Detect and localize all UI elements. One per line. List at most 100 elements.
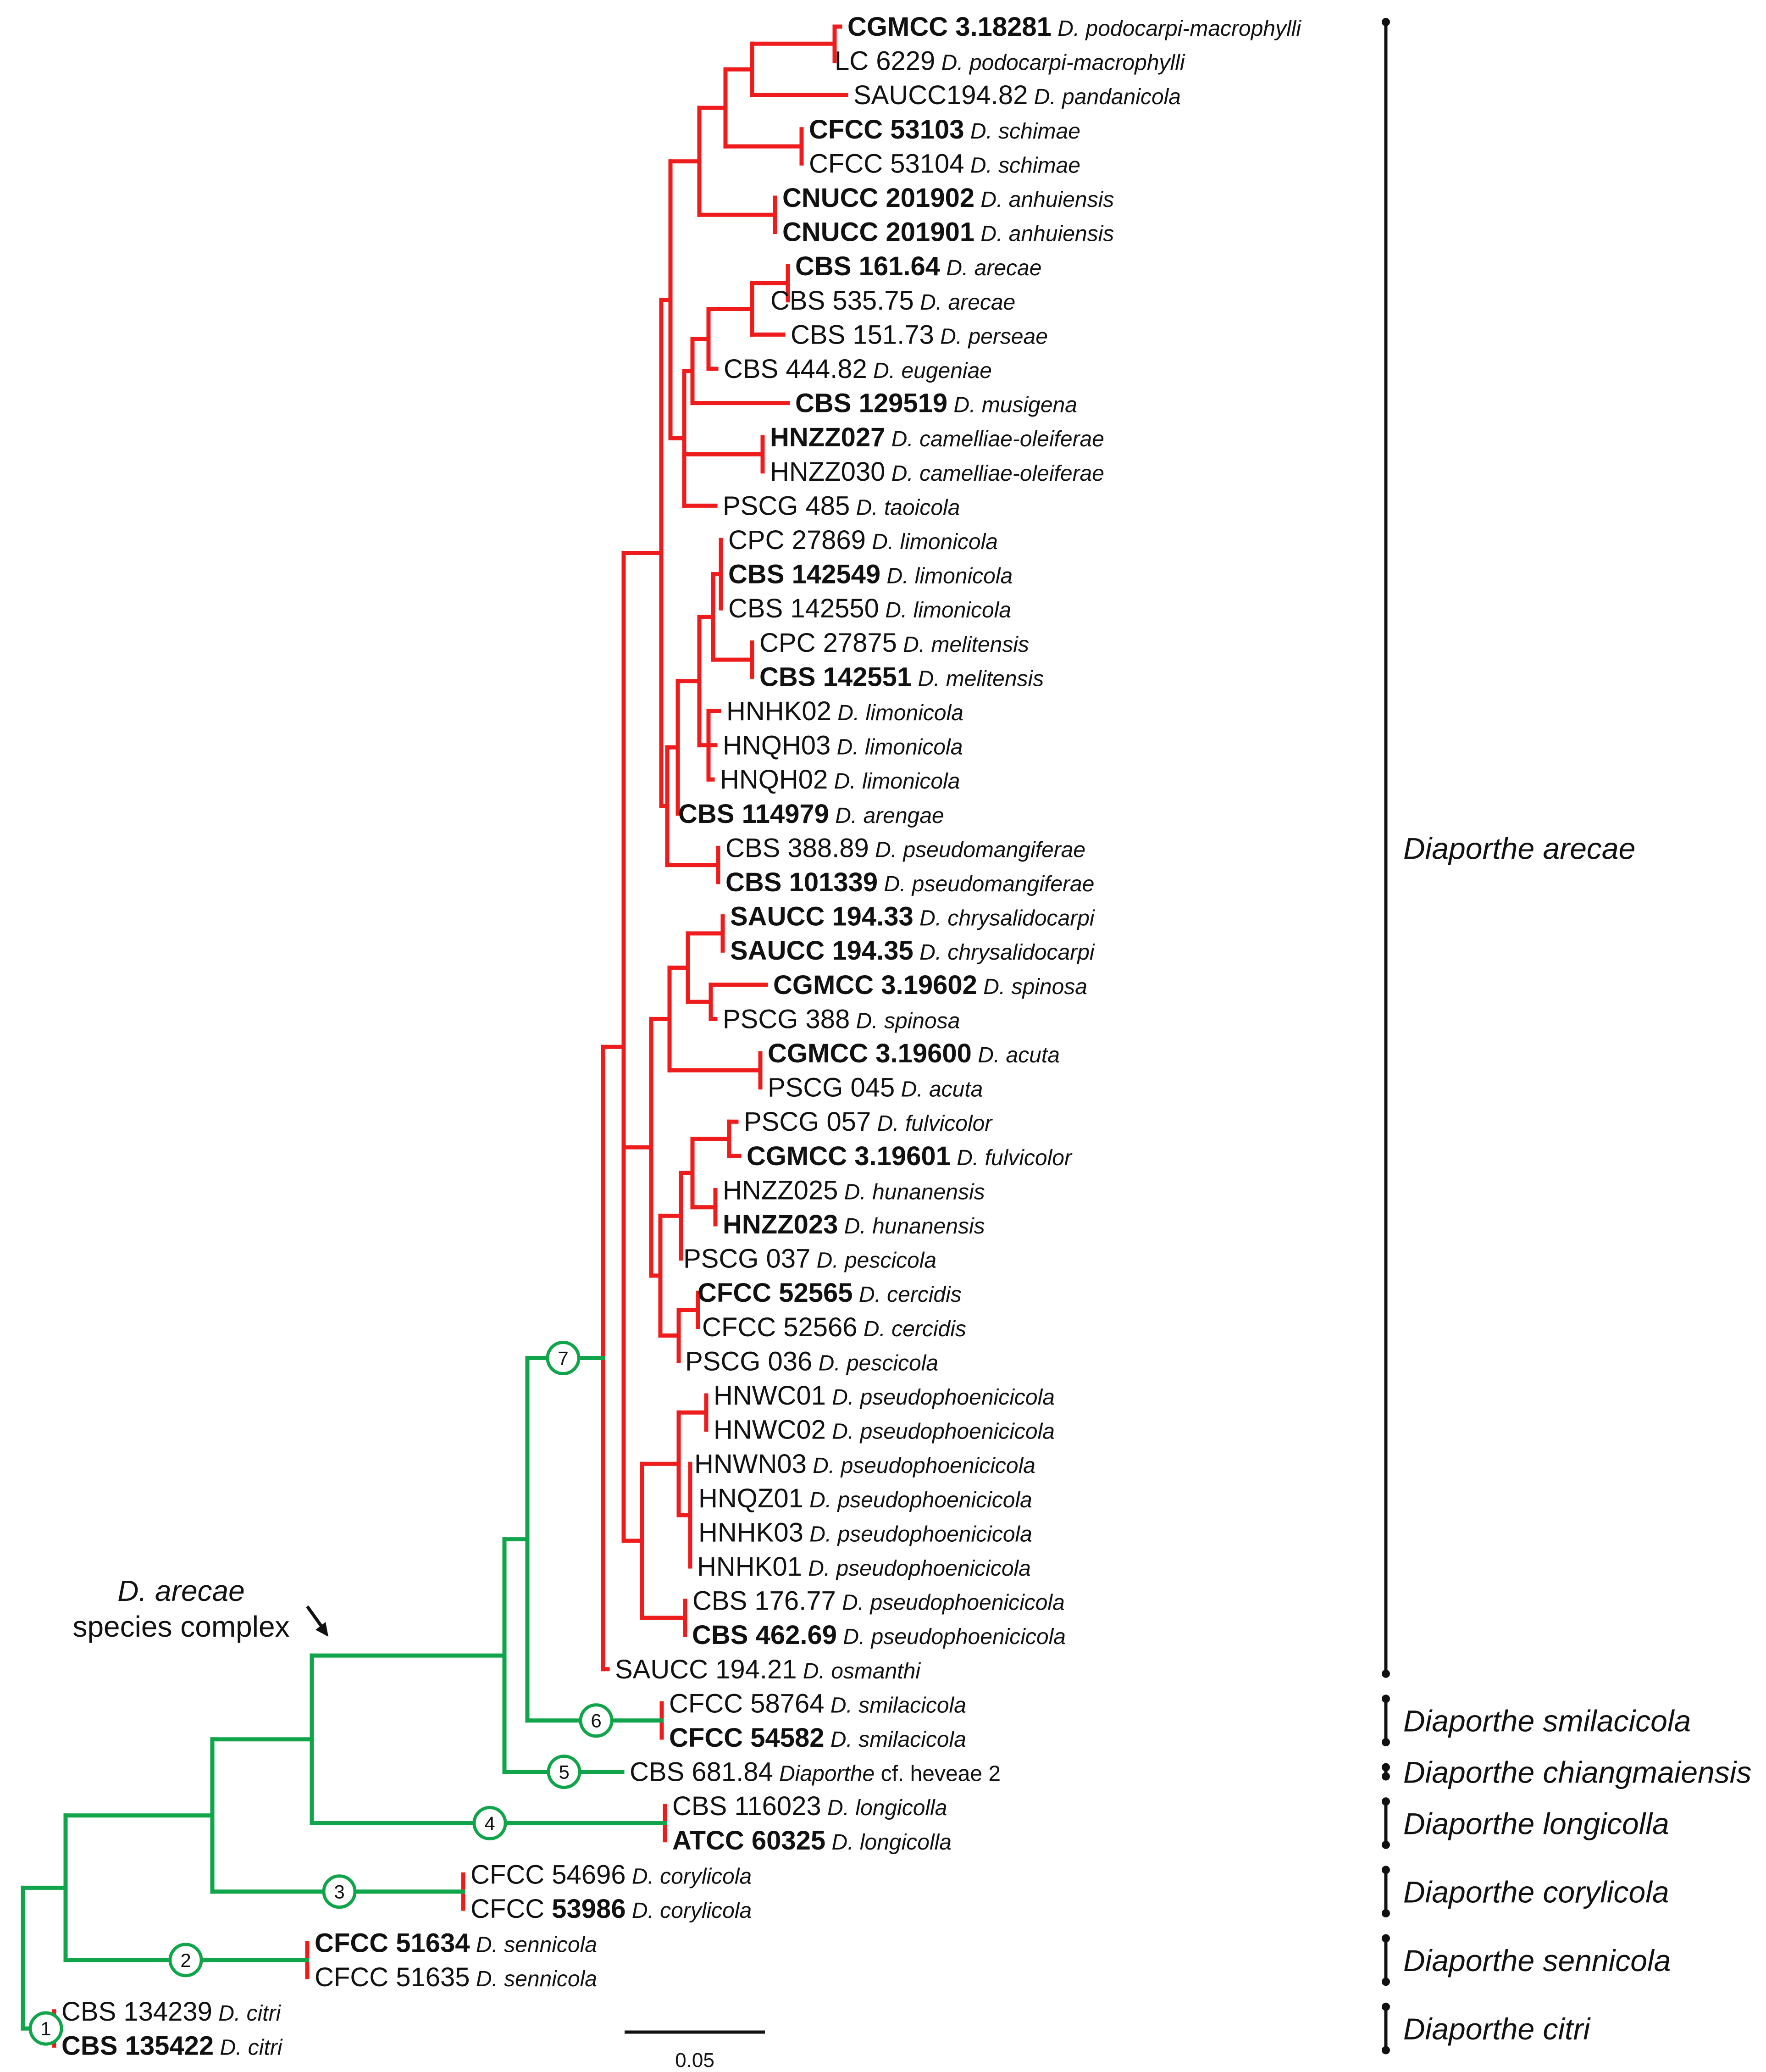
strain-code: CFCC 52565 [698,1278,853,1308]
species-name: D. osmanthi [797,1659,921,1683]
tip-label: CGMCC 3.19601 D. fulvicolor [747,1141,1073,1171]
strain-code: CPC 27869 [728,525,866,555]
tip-label: LC 6229 D. podocarpi-macrophylli [835,46,1185,76]
species-name: D. pseudomangiferae [878,872,1094,896]
tip-label: CBS 135422 D. citri [61,2031,283,2061]
species-name: D. pseudomangiferae [869,838,1085,862]
strain-code: CGMCC 3.18281 [847,12,1052,42]
tip-label: PSCG 037 D. pescicola [683,1244,936,1274]
arrow-head-icon [316,1622,328,1637]
tip-label: SAUCC 194.21 D. osmanthi [615,1655,921,1684]
node-number-2: 2 [180,1950,191,1971]
tip-label: CBS 142551 D. melitensis [759,662,1044,692]
species-name: D. pseudophoenicicola [803,1522,1032,1546]
species-name: D. melitensis [912,667,1044,691]
tip-label: CFCC 54696 D. corylicola [471,1860,752,1889]
tip-label: ATCC 60325 D. longicolla [672,1826,952,1855]
tip-label: CFCC 52566 D. cercidis [702,1312,966,1342]
strain-code: CBS 388.89 [725,833,869,863]
species-name: D. pseudophoenicicola [803,1488,1032,1512]
tip-label: CBS 176.77 D. pseudophoenicicola [692,1586,1065,1616]
node-circle-3 [322,1874,357,1909]
species-name: D. corylicola [626,1864,752,1889]
species-name: D. limonicola [831,701,963,725]
node-number-7: 7 [558,1348,568,1369]
tip-label: CBS 681.84 Diaporthe cf. heveae 2 [630,1757,1001,1787]
strain-code: PSCG 036 [685,1346,812,1376]
bracket-end-dot [1382,1866,1390,1874]
strain-code: CFCC 51634 [315,1928,470,1958]
tip-label: CBS 535.75 D. arecae [770,286,1015,316]
species-name: D. camelliae-oleiferae [885,461,1104,486]
species-name: D. cercidis [857,1317,966,1341]
species-name: D. schimae [964,153,1080,178]
species-name: D. camelliae-oleiferae [885,427,1104,451]
strain-code: CBS 151.73 [791,320,934,350]
species-name: D. acuta [895,1078,983,1102]
tip-label: PSCG 036 D. pescicola [685,1346,938,1376]
tip-label: CNUCC 201901 D. anhuiensis [782,217,1114,247]
species-name: D. pseudophoenicicola [826,1385,1055,1410]
tip-label: HNWN03 D. pseudophoenicicola [694,1449,1035,1479]
bracket-end-dot [1382,1738,1390,1746]
species-name: D. chrysalidocarpi [913,940,1095,965]
tip-label: SAUCC194.82 D. pandanicola [853,80,1181,110]
species-name: D. longicolla [825,1830,952,1855]
species-name: D. hunanensis [838,1180,985,1204]
tip-label: CFCC 53104 D. schimae [809,149,1080,178]
strain-code: HNWN03 [694,1449,807,1479]
species-name: D. eugeniae [867,359,992,383]
species-name: D. fulvicolor [871,1111,993,1136]
species-name: D. podocarpi-macrophylli [935,51,1185,75]
clade-label: Diaporthe citri [1403,2012,1591,2046]
tip-label: SAUCC 194.33 D. chrysalidocarpi [730,902,1095,932]
strain-code: CFCC 53103 [809,115,964,144]
tip-label: PSCG 045 D. acuta [768,1073,983,1103]
strain-code: CFCC 51635 [315,1962,470,1992]
clade-label: Diaporthe chiangmaiensis [1403,1755,1751,1789]
clade-label: Diaporthe smilacicola [1403,1704,1691,1738]
tip-label: CBS 142549 D. limonicola [728,560,1013,589]
tip-label: HNQH02 D. limonicola [720,765,960,794]
strain-code: CBS 535.75 [770,286,914,316]
species-name: D. arecae [914,290,1015,315]
node-number-1: 1 [40,2018,51,2039]
species-name: D. corylicola [626,1899,752,1923]
tip-label: CBS 151.73 D. perseae [791,320,1048,350]
species-name: D. arengae [829,804,944,828]
species-name: D. pseudophoenicicola [802,1556,1031,1581]
strain-code-bold: 53986 [544,1894,626,1924]
species-name: D. spinosa [850,1009,960,1033]
strain-code: CGMCC 3.19600 [768,1039,972,1068]
strain-code: CBS 116023 [672,1791,821,1821]
strain-code: CFCC 53104 [809,149,964,178]
strain-code: CFCC [471,1894,544,1924]
strain-code: CBS 129519 [795,389,947,418]
strain-code: CBS 176.77 [692,1586,836,1616]
tip-label: HNQZ01 D. pseudophoenicicola [698,1483,1032,1513]
tip-label: HNZZ027 D. camelliae-oleiferae [770,422,1104,452]
clade-label: Diaporthe arecae [1403,831,1635,865]
tip-label: CFCC 51634 D. sennicola [315,1928,597,1958]
species-name: D. pandanicola [1028,85,1181,109]
strain-code: HNZZ025 [723,1175,838,1205]
tip-label: CGMCC 3.19602 D. spinosa [773,970,1087,1000]
species-qualifier: cf. heveae 2 [875,1762,1001,1786]
tip-label: CFCC 51635 D. sennicola [315,1962,597,1992]
node-number-3: 3 [334,1881,344,1903]
tip-label: CBS 444.82 D. eugeniae [724,354,992,384]
species-name: D. pescicola [810,1249,936,1273]
tip-label: HNHK03 D. pseudophoenicicola [698,1517,1032,1547]
strain-code: CBS 142550 [728,594,879,623]
strain-code: HNQH03 [723,731,830,761]
strain-code: CGMCC 3.19602 [773,970,977,1000]
complex-annotation-line2: species complex [72,1610,289,1643]
clade-label: Diaporthe sennicola [1403,1944,1671,1978]
strain-code: LC 6229 [835,46,935,76]
species-name: D. hunanensis [838,1214,985,1239]
species-name: D. citri [212,2001,282,2026]
node-number-5: 5 [559,1761,569,1783]
species-name: D. sennicola [470,1967,597,1991]
species-name: D. arecae [940,256,1041,280]
